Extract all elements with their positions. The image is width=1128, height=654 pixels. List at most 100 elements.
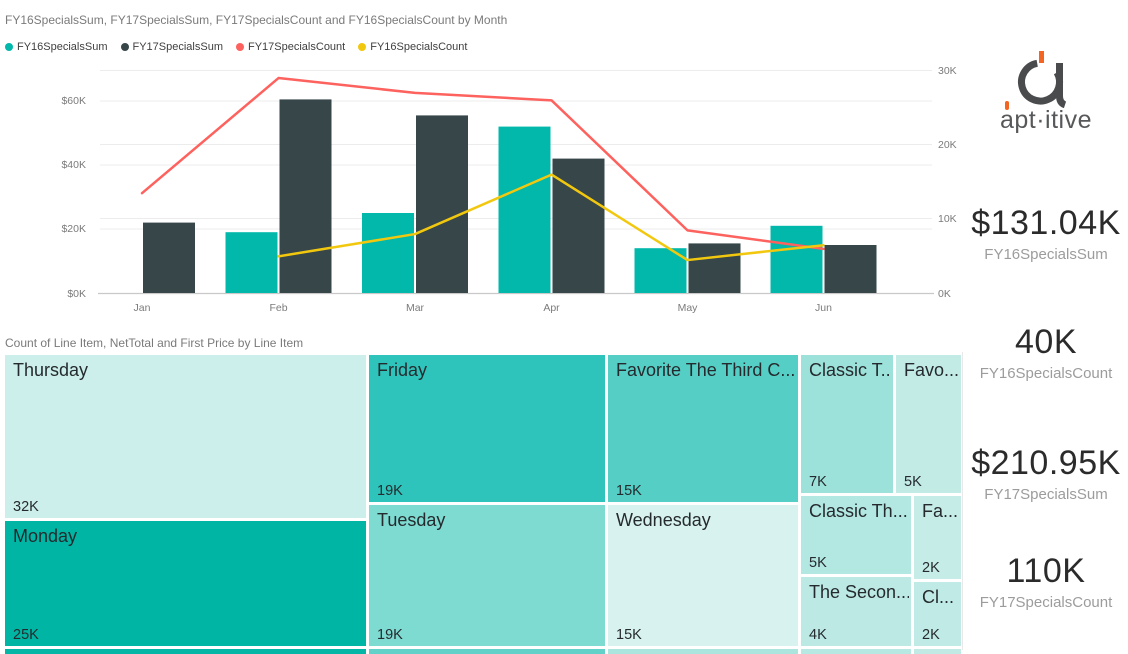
legend-label: FY16SpecialsSum [17,41,108,53]
line-fy16specialscount[interactable] [277,173,825,262]
treemap-cell-label: Tuesday [377,510,446,530]
right-axis-tick: 20K [938,138,957,151]
bar-fy17specialssum-mar[interactable] [416,115,468,294]
x-axis-category-feb: Feb [269,302,288,314]
bar-fy17specialssum-jun[interactable] [824,245,877,293]
power-button-a-icon [1018,51,1067,108]
treemap-cell-classic-th[interactable]: Classic Th... 5K [801,496,911,574]
treemap-cell-label: Favo... [904,360,959,380]
right-axis-tick: 30K [938,64,957,77]
treemap-cell-label: Wednesday [616,510,711,530]
treemap-cell-wednesday[interactable]: Wednesday 15K [608,505,798,646]
treemap-cutoff-cell-strip [801,649,911,654]
aptitive-logo: apt·itive [964,44,1128,140]
bar-fy16specialssum-may[interactable] [634,248,687,293]
treemap-cell-value: 4K [809,627,827,643]
kpi-value: 40K [1015,323,1077,361]
treemap-cell-label: Thursday [13,360,89,380]
legend-item-fy17specialssum[interactable]: FY17SpecialsSum [120,41,224,53]
kpi-card-fy16specialscount[interactable]: 40K FY16SpecialsCount [964,323,1128,383]
treemap-cell-label: Favorite The Third C... [616,360,796,380]
treemap-cell-label: Monday [13,526,78,546]
kpi-card-fy17specialssum[interactable]: $210.95K FY17SpecialsSum [964,444,1128,504]
treemap-cell-classic-t[interactable]: Classic T... 7K [801,355,893,493]
treemap-cell-value: 2K [922,560,940,576]
treemap-cell-label: Classic Th... [809,501,908,521]
bar-fy17specialssum-feb[interactable] [279,99,332,294]
treemap-cell-value: 7K [809,474,827,490]
right-axis-tick: 0K [938,287,951,300]
combo-chart-plot [98,70,934,295]
legend-dot-icon [236,43,244,51]
kpi-label: FY16SpecialsSum [984,246,1108,263]
treemap-cell-value: 15K [616,627,642,643]
legend-label: FY16SpecialsCount [370,41,468,53]
treemap-cell-cl[interactable]: Cl... 2K [914,582,961,646]
kpi-label: FY16SpecialsCount [979,365,1113,382]
treemap-cell-value: 32K [13,499,39,515]
bar-fy16specialssum-feb[interactable] [225,232,278,293]
bar-fy17specialssum-may[interactable] [688,243,741,293]
logo-accent-mark [1005,101,1009,110]
treemap-cell-thursday[interactable]: Thursday 32K [5,355,366,518]
chart-legend: FY16SpecialsSum FY17SpecialsSum FY17Specia… [5,41,467,53]
treemap-cell-monday[interactable]: Monday 25K [5,521,366,646]
bar-fy16specialssum-mar[interactable] [362,213,414,293]
legend-item-fy16specialscount[interactable]: FY16SpecialsCount [358,41,467,53]
treemap-title: Count of Line Item, NetTotal and First P… [5,336,304,350]
kpi-label: FY17SpecialsCount [979,594,1113,611]
left-axis-tick: $60K [61,95,86,107]
logo-wordmark: apt·itive [999,106,1093,134]
bar-fy17specialssum-jan[interactable] [143,222,195,293]
combo-chart-title: FY16SpecialsSum, FY17SpecialsSum, FY17Sp… [5,13,508,27]
treemap-cell-friday[interactable]: Friday 19K [369,355,605,502]
kpi-value: $131.04K [971,204,1121,242]
treemap-cell-label: Cl... [922,587,955,607]
treemap-cell-tuesday[interactable]: Tuesday 19K [369,505,605,646]
treemap-right-edge [962,352,963,650]
x-axis-category-apr: Apr [543,302,560,314]
legend-dot-icon [120,43,129,51]
treemap-cell-the-secon[interactable]: The Secon... 4K [801,577,911,646]
kpi-value: $210.95K [971,444,1121,482]
treemap-cell-value: 5K [904,474,922,490]
kpi-label: FY17SpecialsSum [984,486,1108,503]
kpi-card-fy16specialssum[interactable]: $131.04K FY16SpecialsSum [964,204,1128,264]
treemap-cell-favo[interactable]: Favo... 5K [896,355,961,493]
legend-dot-icon [358,43,367,51]
treemap-cell-label: The Secon... [809,582,909,602]
treemap-cell-value: 19K [377,483,403,499]
treemap-cell-favorite-the-third-c[interactable]: Favorite The Third C... 15K [608,355,798,502]
treemap-cell-value: 2K [922,627,940,643]
x-axis-category-mar: Mar [405,302,425,314]
treemap-cell-value: 19K [377,627,403,643]
treemap-cell-label: Classic T... [809,360,891,380]
treemap-cutoff-cell-strip [914,649,961,654]
x-axis-category-jun: Jun [815,302,832,314]
treemap-cell-label: Friday [377,360,428,380]
right-axis-tick: 10K [938,212,957,225]
legend-label: FY17SpecialsCount [248,41,346,53]
treemap-cell-value: 25K [13,627,39,643]
treemap-cutoff-cell-strip [369,649,605,654]
legend-label: FY17SpecialsSum [132,41,224,53]
treemap-cutoff-cell-strip [5,649,366,654]
bar-fy16specialssum-apr[interactable] [498,126,551,293]
treemap-cell-value: 5K [809,555,827,571]
left-axis-tick: $0K [67,287,86,300]
left-axis-tick: $20K [61,223,86,235]
treemap-cell-label: Fa... [922,501,959,521]
left-axis-tick: $40K [61,159,86,171]
legend-item-fy17specialscount[interactable]: FY17SpecialsCount [236,41,345,53]
treemap-cell-fa[interactable]: Fa... 2K [914,496,961,579]
legend-dot-icon [5,43,13,51]
treemap-cutoff-cell-strip [608,649,798,654]
x-axis-category-may: May [677,302,698,314]
line-fy17specialscount[interactable] [140,76,825,251]
kpi-card-fy17specialscount[interactable]: 110K FY17SpecialsCount [964,552,1128,612]
kpi-value: 110K [1006,552,1086,590]
x-axis-category-jan: Jan [133,302,151,314]
legend-item-fy16specialssum[interactable]: FY16SpecialsSum [5,41,108,53]
bar-fy16specialssum-jun[interactable] [770,225,823,293]
